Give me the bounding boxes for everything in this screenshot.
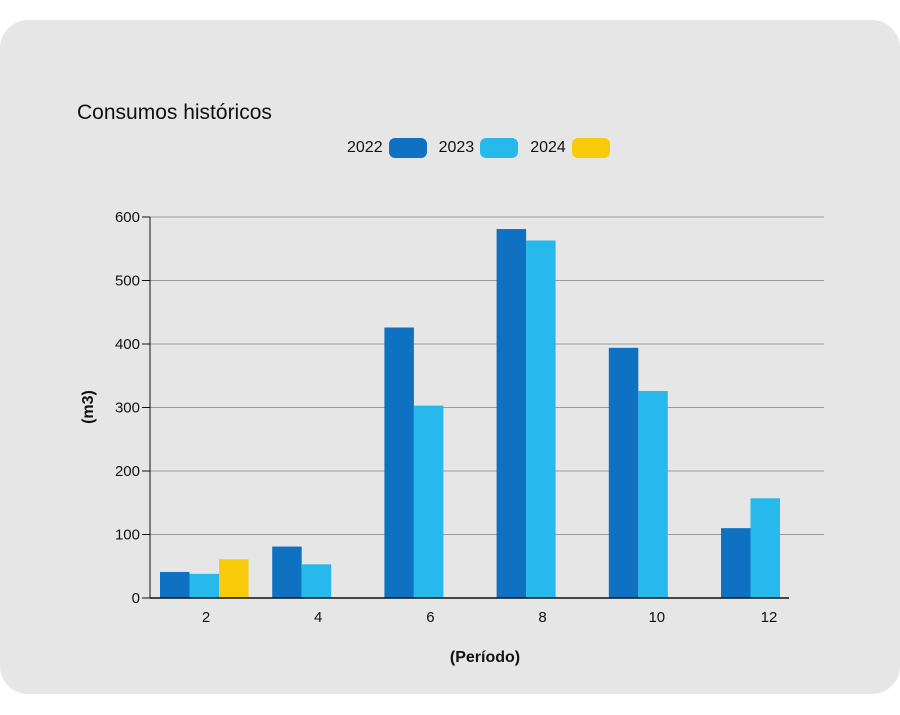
bar-2022-4 <box>272 546 302 598</box>
legend-swatch <box>480 138 519 158</box>
y-tick-label: 400 <box>115 336 140 353</box>
bar-2022-2 <box>160 571 190 598</box>
x-tick-label: 10 <box>648 609 665 626</box>
y-axis-label: (m3) <box>80 390 97 424</box>
legend-label: 2022 <box>347 139 383 156</box>
x-axis-label: (Período) <box>450 649 520 666</box>
bar-2023-6 <box>413 405 444 598</box>
legend-swatch <box>571 138 610 158</box>
x-tick-label: 2 <box>202 609 210 626</box>
bar-2023-12 <box>750 498 780 598</box>
y-tick-label: 0 <box>132 590 140 607</box>
bar-2022-6 <box>384 327 414 598</box>
chart-legend: 2022 2023 2024 <box>347 138 622 158</box>
axes <box>149 217 789 599</box>
bar-2023-10 <box>638 390 668 598</box>
y-tick-label: 200 <box>115 463 140 480</box>
x-tick-labels: 2 4 6 8 10 12 <box>202 609 778 626</box>
bar-2023-2 <box>189 573 219 598</box>
bar-2022-10 <box>608 347 639 598</box>
legend-item-2022: 2022 <box>347 138 427 158</box>
y-tick-label: 300 <box>115 400 140 417</box>
x-tick-label: 6 <box>426 609 434 626</box>
x-tick-label: 8 <box>538 609 546 626</box>
legend-label: 2024 <box>530 139 566 156</box>
legend-label: 2023 <box>438 139 475 156</box>
y-tick-label: 100 <box>115 527 140 544</box>
grid-lines <box>142 216 824 599</box>
y-tick-label: 600 <box>115 209 140 226</box>
bar-2024-2 <box>219 559 249 598</box>
bars <box>160 229 780 598</box>
bar-2022-12 <box>721 528 751 598</box>
y-tick-labels: 0 100 200 300 400 500 600 <box>115 209 140 607</box>
bar-2023-4 <box>301 564 332 598</box>
legend-swatch <box>388 138 427 158</box>
x-tick-label: 4 <box>314 609 322 626</box>
bar-2022-8 <box>496 229 527 598</box>
x-tick-label: 12 <box>761 609 778 626</box>
legend-item-2023: 2023 <box>439 138 519 158</box>
legend-item-2024: 2024 <box>530 138 610 158</box>
chart-title: Consumos históricos <box>77 101 272 124</box>
bar-2023-8 <box>526 240 556 598</box>
y-tick-label: 500 <box>115 273 140 290</box>
